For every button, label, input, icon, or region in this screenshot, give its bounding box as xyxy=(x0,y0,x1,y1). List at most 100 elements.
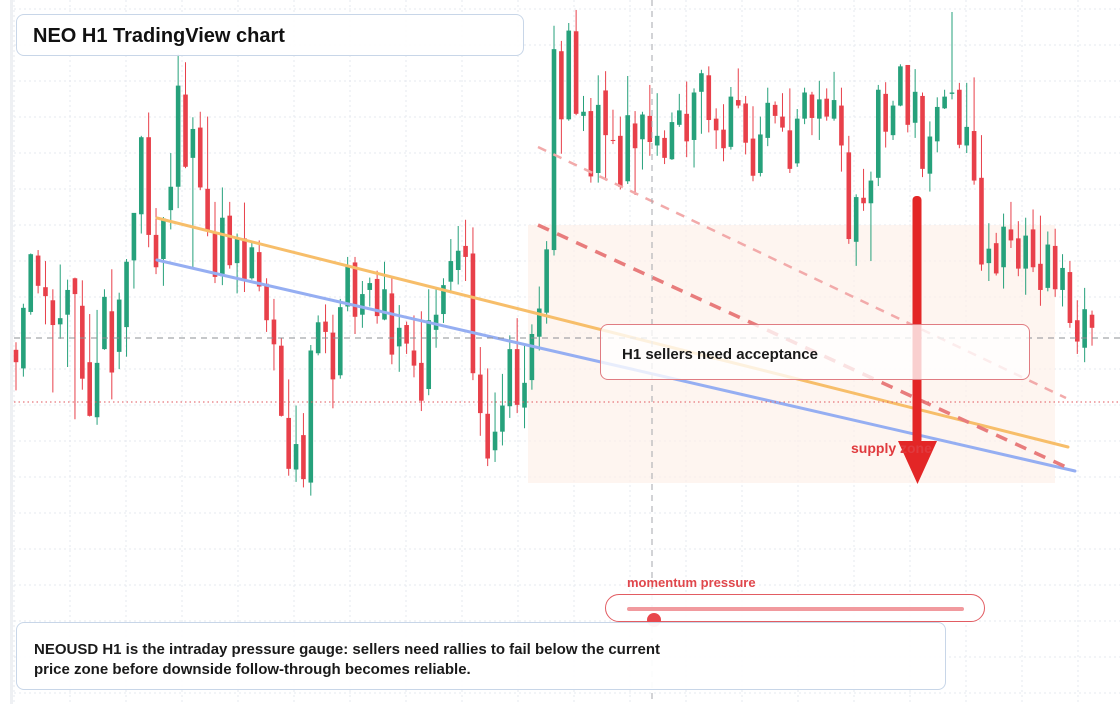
candle xyxy=(559,40,564,154)
candle xyxy=(485,368,490,467)
candle xyxy=(161,217,166,286)
candle-body xyxy=(905,64,911,125)
candle-body xyxy=(264,283,269,321)
candle xyxy=(43,261,48,325)
candle-body xyxy=(470,253,476,374)
candle-body xyxy=(197,127,203,188)
candle xyxy=(912,69,918,138)
candle-body xyxy=(1052,245,1058,290)
candle-body xyxy=(330,332,336,380)
candle-body xyxy=(721,129,726,149)
candle xyxy=(419,311,424,412)
candle-body xyxy=(669,122,675,160)
candle-body xyxy=(205,188,210,231)
candle xyxy=(441,278,446,323)
candle-body xyxy=(131,212,137,261)
candle xyxy=(890,100,896,140)
candle-body xyxy=(138,137,144,215)
candle-body xyxy=(80,305,85,379)
candle-body xyxy=(1023,235,1028,269)
candle-body xyxy=(102,296,107,350)
candle xyxy=(455,225,461,285)
candle xyxy=(1030,209,1036,273)
candle-body xyxy=(794,118,800,164)
candle xyxy=(21,303,26,377)
candle-body xyxy=(1074,320,1080,342)
candle-body xyxy=(374,278,380,317)
candle xyxy=(124,258,129,357)
candle xyxy=(337,298,343,379)
candle xyxy=(507,335,513,418)
candle xyxy=(743,95,748,155)
candle-body xyxy=(109,311,115,373)
candle-body xyxy=(654,135,660,146)
candle xyxy=(293,405,299,482)
candle xyxy=(13,342,19,391)
title-panel: NEO H1 TradingView chart xyxy=(16,14,524,56)
candle xyxy=(367,277,373,307)
candle-body xyxy=(286,417,291,469)
candle xyxy=(65,279,70,368)
candle xyxy=(1016,221,1021,277)
candle xyxy=(1052,228,1058,297)
candle-body xyxy=(979,177,984,265)
candle-body xyxy=(949,92,955,94)
candle-body xyxy=(382,289,387,320)
candle xyxy=(249,241,255,280)
candle-body xyxy=(212,233,218,277)
candle xyxy=(404,321,409,354)
candle-body xyxy=(529,333,535,381)
candle xyxy=(470,227,476,381)
candle xyxy=(794,109,800,167)
candle-body xyxy=(536,308,542,337)
candle-body xyxy=(116,299,122,352)
candle xyxy=(868,171,874,262)
candle xyxy=(905,64,911,133)
candle xyxy=(529,324,535,390)
candle-body xyxy=(750,138,756,176)
candle xyxy=(780,93,785,132)
momentum-gauge[interactable] xyxy=(605,594,985,627)
channel-line-upper-dashed xyxy=(537,145,1067,400)
candle xyxy=(28,253,34,315)
candle xyxy=(492,392,498,462)
candle-body xyxy=(279,345,284,416)
candle-body xyxy=(315,322,321,354)
candle-body xyxy=(610,139,616,141)
candle-body xyxy=(463,245,468,257)
candle-body xyxy=(588,111,594,177)
candle xyxy=(1074,300,1080,354)
down-arrow-shaft xyxy=(912,196,922,444)
candle xyxy=(699,69,704,134)
chart-title: NEO H1 TradingView chart xyxy=(33,25,285,47)
candle xyxy=(1023,217,1028,295)
candle-body xyxy=(942,96,947,109)
candle-body xyxy=(875,89,881,178)
candle xyxy=(271,298,277,371)
candle xyxy=(875,84,881,187)
candle xyxy=(360,281,365,328)
candle xyxy=(190,117,196,270)
candle xyxy=(220,187,225,286)
candle-body xyxy=(234,239,240,264)
candles-layer xyxy=(13,9,1095,496)
candle-body xyxy=(426,320,432,390)
candle xyxy=(94,309,100,425)
candle xyxy=(853,194,859,266)
candle-body xyxy=(772,104,778,116)
candle xyxy=(382,261,387,321)
candle-body xyxy=(912,91,918,123)
candle-body xyxy=(389,293,395,355)
candle xyxy=(588,98,594,183)
candle xyxy=(927,121,933,192)
candle-body xyxy=(846,152,852,240)
candle-body xyxy=(1030,229,1036,268)
candle-body xyxy=(242,238,247,279)
candle-body xyxy=(1008,229,1014,241)
candle xyxy=(330,314,336,409)
candle-body xyxy=(249,247,255,279)
candle xyxy=(109,269,115,400)
candle xyxy=(264,278,269,332)
candle-body xyxy=(308,350,314,483)
candle xyxy=(1089,310,1095,346)
